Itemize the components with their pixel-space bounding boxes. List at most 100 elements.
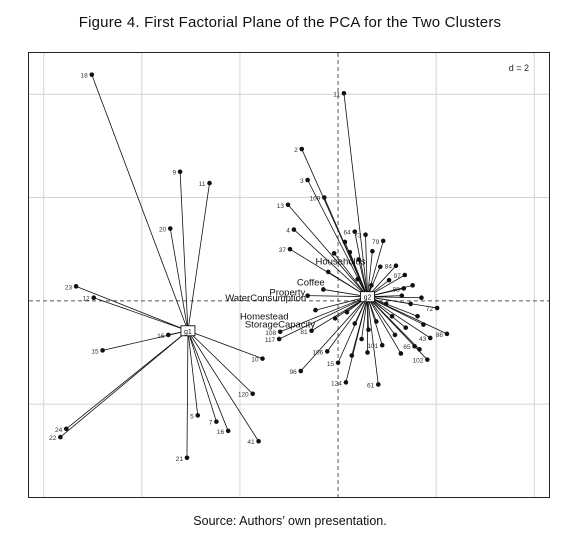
data-point [325,269,331,275]
data-point [184,455,190,461]
data-point [365,350,370,355]
grid-layer [29,53,549,497]
cluster-segment [367,296,379,385]
data-point [375,382,381,387]
cluster-segment [187,330,253,395]
data-point [408,301,413,307]
point-label: 61 [367,382,375,389]
cluster-segment [367,296,402,354]
figure-title: Figure 4. First Factorial Plane of the P… [78,14,502,31]
point-label: 10 [251,357,259,364]
data-point [335,360,341,366]
data-point [421,322,426,327]
data-point [398,351,404,356]
cluster-segment [75,285,189,332]
cluster-segment [187,330,199,416]
cluster-segment [315,296,368,311]
data-point [324,349,330,354]
cluster-segment [367,296,420,350]
point-label: 86 [436,332,444,339]
variable-label: Homestead [240,311,289,322]
data-point [313,307,318,313]
data-point [417,347,422,352]
cluster-segment [361,296,368,340]
data-point [332,316,338,321]
point-label: 108 [265,330,276,337]
point-label: 120 [238,392,249,399]
data-point [305,293,310,298]
cluster-center-label: g1 [184,329,192,336]
data-point [352,229,358,234]
point-label: 41 [247,439,255,446]
cluster-segment [91,74,189,331]
data-point [374,319,379,324]
cluster-segment [354,231,368,297]
data-point [58,434,63,440]
point-label: 21 [176,456,184,463]
cluster-segment [349,252,368,297]
cluster-segment [187,330,259,442]
data-point [63,426,69,432]
cluster-segment [66,330,189,430]
cluster-segment [311,296,368,332]
data-point [369,283,374,288]
data-point [389,314,395,319]
data-point [393,263,399,269]
data-point [277,329,283,335]
cluster-segment [187,330,229,432]
point-label: 2 [294,147,298,154]
point-label: 24 [55,427,63,434]
point-layer [58,72,450,461]
data-point [380,238,386,244]
data-point [309,328,314,334]
cluster-segment [367,296,431,339]
cluster-center-box [360,291,375,303]
data-point [322,195,327,200]
cluster-segment [187,330,263,360]
data-point [207,180,212,186]
data-point [91,295,97,301]
data-point [425,357,430,362]
cluster-center-box [180,325,196,337]
data-point [386,277,392,283]
data-point [415,314,420,319]
cluster-segment [279,296,368,340]
cluster-segment [293,229,368,297]
cluster-center-layer: g1 g2 [180,291,375,337]
data-point [298,368,304,374]
point-label: 5 [190,413,194,420]
point-label: 16 [217,429,225,436]
data-point [342,239,348,245]
point-label: 106 [312,349,323,356]
data-point [410,283,415,288]
segment-layer [60,74,448,458]
point-label: 11 [199,181,206,188]
data-point [260,356,265,361]
cluster-segment [179,171,189,331]
data-point [177,169,183,175]
cluster-segment [307,295,368,298]
point-label: 22 [49,435,57,442]
data-point [352,321,358,326]
data-point [285,202,291,208]
point-label: 124 [331,380,342,387]
point-label: 12 [83,296,91,303]
point-label: 4 [286,228,290,235]
variable-label: Coffee [297,277,325,288]
pca-plot-frame: 18 9 11 20 23 12 16 15 24 22 5 7 16 10 120 41 21 11 2 3 13 10… [28,52,550,498]
point-label: 15 [91,348,99,355]
data-point [366,327,371,333]
data-point [434,305,440,311]
point-label: 72 [426,306,434,313]
cluster-segment [367,251,373,297]
point-label: 3 [300,178,304,185]
point-label: 117 [265,337,276,344]
point-label: 101 [367,343,378,350]
figure-source: Source: Authors’ own presentation. [193,514,387,528]
data-point [403,325,409,330]
data-point [287,246,293,252]
point-label: 37 [279,247,287,254]
variable-label: Property [269,288,305,299]
cluster-segment [351,296,368,356]
label-layer: 1891120231216152422571610120412111231310… [49,73,443,463]
